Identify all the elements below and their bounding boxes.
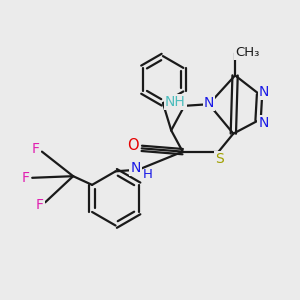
Text: O: O	[127, 138, 139, 153]
Text: F: F	[32, 142, 40, 156]
Text: N: N	[259, 85, 269, 99]
Text: F: F	[21, 171, 29, 185]
Text: F: F	[36, 198, 44, 212]
Text: H: H	[142, 168, 152, 182]
Text: N: N	[258, 116, 268, 130]
Text: CH₃: CH₃	[235, 46, 260, 59]
Text: S: S	[215, 152, 224, 166]
Text: N: N	[204, 96, 214, 110]
Text: N: N	[130, 161, 141, 175]
Text: NH: NH	[165, 95, 185, 109]
